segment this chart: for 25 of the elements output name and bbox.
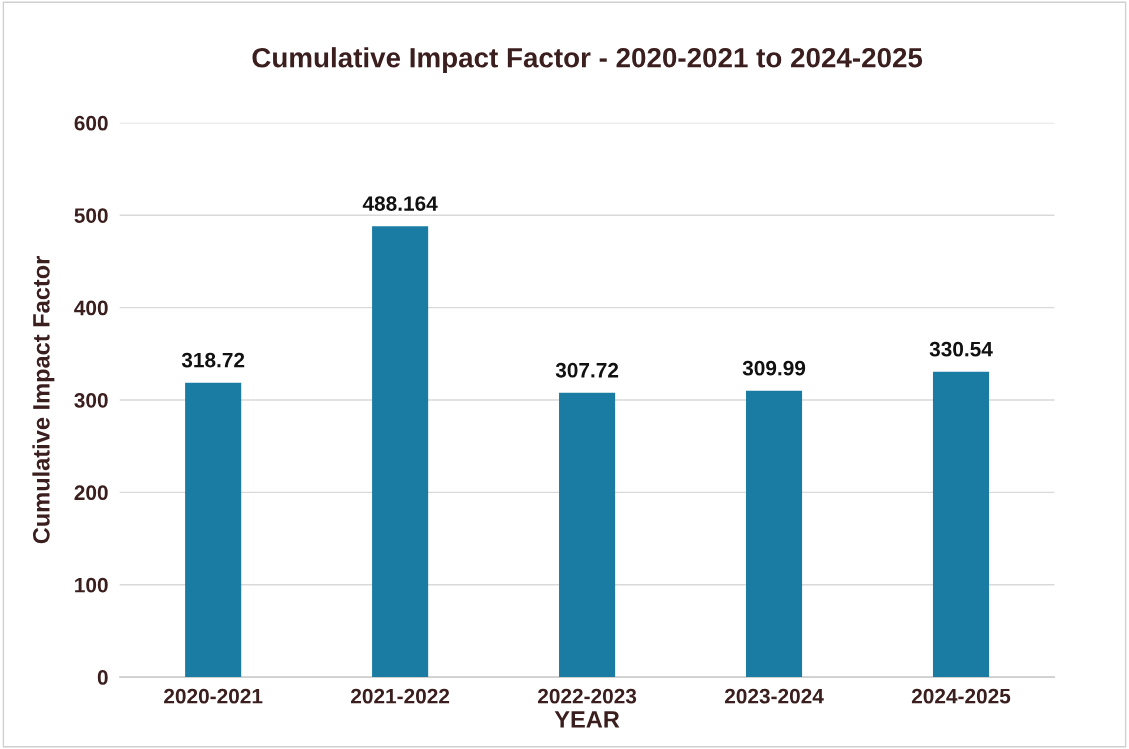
data-label: 307.72 <box>555 362 619 378</box>
x-tick-label: 2020-2021 <box>164 688 263 704</box>
y-tick-label: 400 <box>74 300 108 316</box>
data-label: 318.72 <box>181 352 245 368</box>
y-axis-title: Cumulative Impact Factor <box>32 255 55 544</box>
chart-title: Cumulative Impact Factor - 2020-2021 to 2024-2025 <box>252 47 923 74</box>
y-tick-label: 200 <box>74 485 108 501</box>
y-tick-label: 300 <box>74 392 108 408</box>
bar <box>372 226 429 678</box>
data-label: 330.54 <box>929 341 993 357</box>
bar <box>185 382 242 678</box>
x-tick-label: 2021-2022 <box>351 688 450 704</box>
y-tick-label: 600 <box>74 115 108 131</box>
y-tick-label: 0 <box>97 670 108 685</box>
data-label: 309.99 <box>742 360 806 376</box>
data-label: 488.164 <box>362 196 438 211</box>
bar <box>932 371 990 678</box>
x-tick-label: 2024-2025 <box>911 688 1011 704</box>
x-axis-title: YEAR <box>554 711 620 728</box>
x-tick-label: 2022-2023 <box>537 688 637 704</box>
y-tick-label: 100 <box>75 577 108 593</box>
y-tick-label: 500 <box>74 208 108 223</box>
x-tick-label: 2023-2024 <box>724 688 824 704</box>
bar <box>746 390 803 678</box>
bar <box>559 392 616 678</box>
